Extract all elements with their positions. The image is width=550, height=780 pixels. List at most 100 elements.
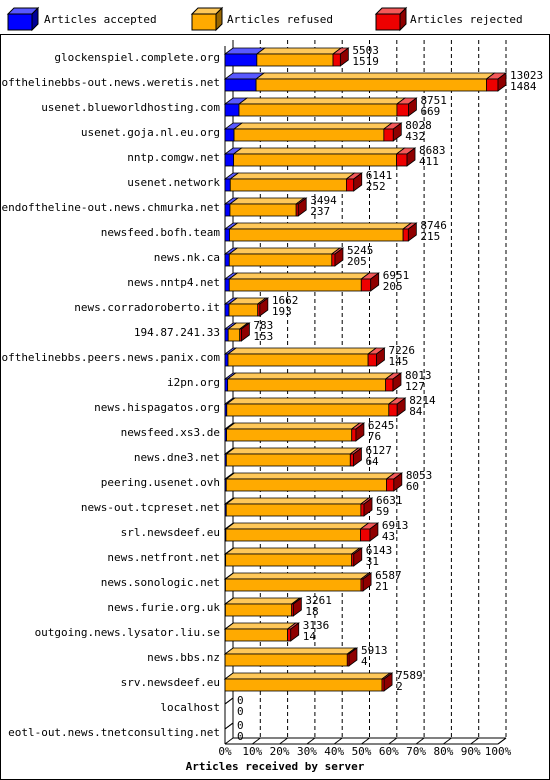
bar-top <box>225 497 371 505</box>
legend-label: Articles accepted <box>44 13 157 26</box>
total-label: 3136 <box>303 619 330 632</box>
tick-mark <box>306 737 316 745</box>
accepted-label: 237 <box>310 205 330 218</box>
bar-side <box>396 397 406 417</box>
bar-side <box>355 422 365 442</box>
bar <box>227 353 369 367</box>
y-tick-label: news.bbs.nz <box>147 651 220 664</box>
bar <box>224 328 229 342</box>
total-label: 5245 <box>347 244 374 257</box>
bar <box>224 53 258 67</box>
accepted-label: 59 <box>376 505 389 518</box>
accepted-label: 31 <box>366 555 379 568</box>
accepted-label: 411 <box>419 155 439 168</box>
bar-side <box>334 247 344 267</box>
accepted-label: 145 <box>388 355 408 368</box>
bar <box>388 403 398 417</box>
legend-label: Articles rejected <box>410 13 523 26</box>
bar-side <box>376 347 385 367</box>
tick-mark <box>279 737 288 745</box>
bar <box>385 378 394 392</box>
x-tick-label: 90% <box>461 745 481 758</box>
bar <box>224 153 235 167</box>
bar <box>228 278 362 292</box>
y-tick-label: usenet.network <box>127 176 220 189</box>
total-label: 7589 <box>396 669 423 682</box>
y-tick-label: endofthelinebbs.peers.news.panix.com <box>0 351 220 364</box>
bar-top <box>223 672 392 680</box>
bar <box>360 278 372 292</box>
total-label: 6913 <box>382 519 409 532</box>
x-tick-label: 30% <box>297 745 317 758</box>
bar-side <box>353 547 363 567</box>
legend-label: Articles refused <box>227 13 333 26</box>
accepted-label: 153 <box>253 330 273 343</box>
bar <box>332 53 341 67</box>
total-label: 3261 <box>305 594 332 607</box>
bar <box>229 228 404 242</box>
total-label: 8746 <box>420 219 447 232</box>
total-label: 6631 <box>376 494 403 507</box>
bar <box>402 228 409 242</box>
accepted-label: 205 <box>383 280 403 293</box>
y-tick-label: endoftheline-out.news.chmurka.net <box>1 201 220 214</box>
bar-side <box>392 372 402 392</box>
bar <box>225 578 362 592</box>
bar <box>386 478 395 492</box>
bar-top <box>254 72 496 80</box>
tick-mark <box>252 737 261 745</box>
accepted-label: 14 <box>303 630 317 643</box>
accepted-label: 215 <box>420 230 440 243</box>
bar <box>331 253 336 267</box>
bar-side <box>383 672 393 692</box>
y-tick-label: srv.newsdeef.eu <box>121 676 220 689</box>
bar <box>224 278 230 292</box>
y-tick-label: srl.newsdeef.eu <box>121 526 220 539</box>
total-label: 1662 <box>272 294 299 307</box>
bar-top <box>225 397 399 405</box>
bar-top <box>225 447 360 455</box>
bar-side <box>363 497 373 517</box>
legend-swatch <box>191 13 217 31</box>
accepted-label: 0 <box>237 730 244 743</box>
bar-side <box>292 597 302 617</box>
y-tick-label: news.nk.ca <box>154 251 220 264</box>
y-tick-label: endofthelinebbs-out.news.weretis.net <box>0 76 220 89</box>
total-label: 7226 <box>388 344 415 357</box>
total-label: 5913 <box>361 644 388 657</box>
bar-top <box>228 197 306 205</box>
bar-top <box>224 572 371 580</box>
bar-top <box>228 247 342 255</box>
accepted-label: 18 <box>305 605 318 618</box>
bar-top <box>255 47 343 55</box>
bar-top <box>228 272 371 280</box>
bar <box>228 253 333 267</box>
accepted-label: 4 <box>361 655 368 668</box>
bar <box>224 128 235 142</box>
bar <box>486 78 499 92</box>
accepted-label: 60 <box>406 480 419 493</box>
bar-top <box>225 422 361 430</box>
total-label: 8013 <box>405 369 432 382</box>
accepted-label: 43 <box>382 530 395 543</box>
bar <box>396 103 409 117</box>
bar <box>360 528 371 542</box>
bar <box>224 203 231 217</box>
x-tick-label: 80% <box>433 745 453 758</box>
bar-side <box>353 447 362 467</box>
bar <box>360 503 365 517</box>
accepted-label: 252 <box>366 180 386 193</box>
legend-swatch <box>375 13 401 31</box>
bar <box>345 178 355 192</box>
accepted-label: 205 <box>347 255 367 268</box>
y-tick-label: outgoing.news.lysator.liu.se <box>35 626 220 639</box>
accepted-label: 84 <box>409 405 423 418</box>
x-tick-label: 50% <box>352 745 372 758</box>
total-label: 6141 <box>366 169 393 182</box>
bar <box>229 203 297 217</box>
bar <box>233 128 385 142</box>
y-tick-label: nntp.comgw.net <box>127 151 220 164</box>
bar <box>225 503 362 517</box>
tick-mark <box>470 737 480 745</box>
bar <box>256 53 334 67</box>
